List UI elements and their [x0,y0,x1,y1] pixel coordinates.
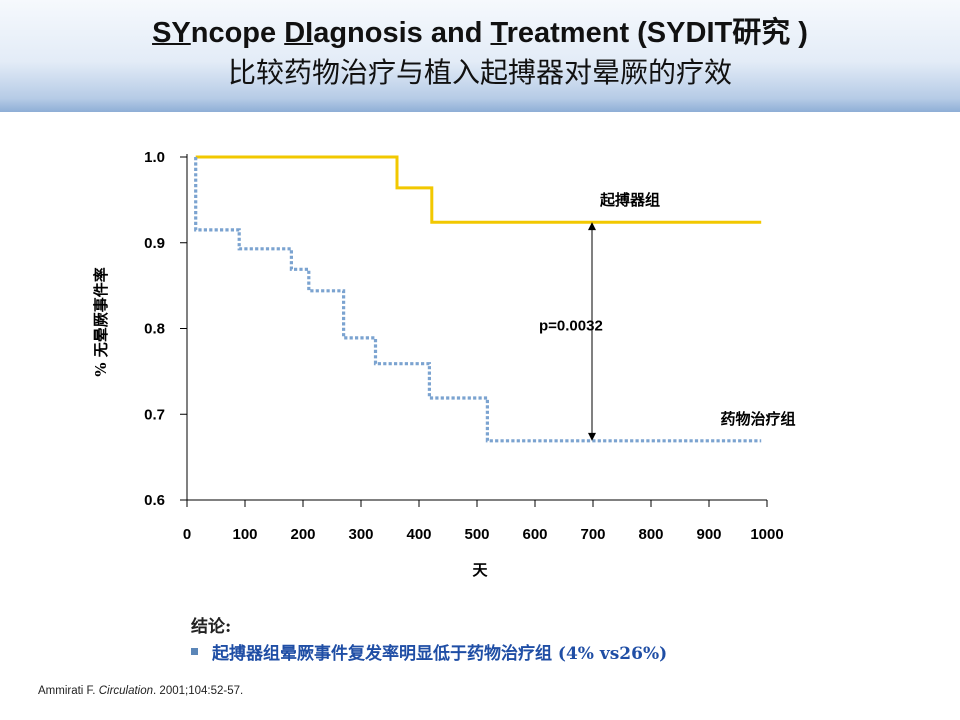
y-tick-label: 1.0 [144,149,165,166]
bullet-square-icon [191,647,198,655]
survival-chart: 0.6 0.7 0.8 0.9 1.0 0 100 200 300 400 500 600 700 800… [92,149,796,579]
citation-author: Ammirati F. [38,685,99,697]
x-tick-label: 1000 [750,526,783,543]
conclusion-text: 起搏器组晕厥事件复发率明显低于药物治疗组 (4% vs26%) [212,643,668,664]
chart-axes: 0.6 0.7 0.8 0.9 1.0 0 100 200 300 400 500 600 700 800… [92,149,784,579]
x-tick-label: 800 [638,526,663,543]
conclusion-label: 结论: [191,617,232,637]
x-tick-label: 400 [406,526,431,543]
series-line-drug [194,157,762,443]
title-part: agnosis and [313,17,491,49]
chart-annotations: p=0.0032 [539,222,603,441]
series-label: 药物治疗组 [720,410,795,428]
title-part: ncope [190,17,285,49]
x-axis-label: 天 [472,561,488,579]
slide-header: SYncope DIagnosis and Treatment (SYDIT研究… [0,0,960,112]
series-line-pacemaker [195,155,762,224]
x-tick-label: 500 [464,526,489,543]
x-tick-label: 600 [522,526,547,543]
slide-title: SYncope DIagnosis and Treatment (SYDIT研究… [0,14,960,52]
x-tick-label: 300 [348,526,373,543]
title-part: SY [152,17,191,49]
y-tick-label: 0.6 [144,492,165,509]
x-tick-label: 900 [696,526,721,543]
x-tick-label: 700 [580,526,605,543]
title-part: T [490,17,507,49]
arrow-up-icon [588,222,596,231]
x-tick-label: 0 [183,526,191,543]
title-part: reatment (SYDIT研究 ) [506,17,808,49]
slide-subtitle: 比较药物治疗与植入起搏器对晕厥的疗效 [227,56,732,89]
x-tick-label: 200 [290,526,315,543]
series-label: 起搏器组 [599,191,660,209]
y-tick-label: 0.9 [144,235,165,252]
y-tick-label: 0.8 [144,321,165,338]
conclusion-bullet: 起搏器组晕厥事件复发率明显低于药物治疗组 (4% vs26%) [191,640,668,664]
y-tick-label: 0.7 [144,406,165,423]
y-axis-label: % 无晕厥事件率 [92,267,110,376]
citation-journal: Circulation [98,685,154,697]
citation-details: . 2001;104:52-57. [153,685,244,697]
citation: Ammirati F. Circulation. 2001;104:52-57. [38,685,243,697]
arrow-down-icon [588,432,596,441]
title-part: DI [284,17,314,49]
x-tick-label: 100 [232,526,257,543]
pvalue-label: p=0.0032 [539,318,603,335]
